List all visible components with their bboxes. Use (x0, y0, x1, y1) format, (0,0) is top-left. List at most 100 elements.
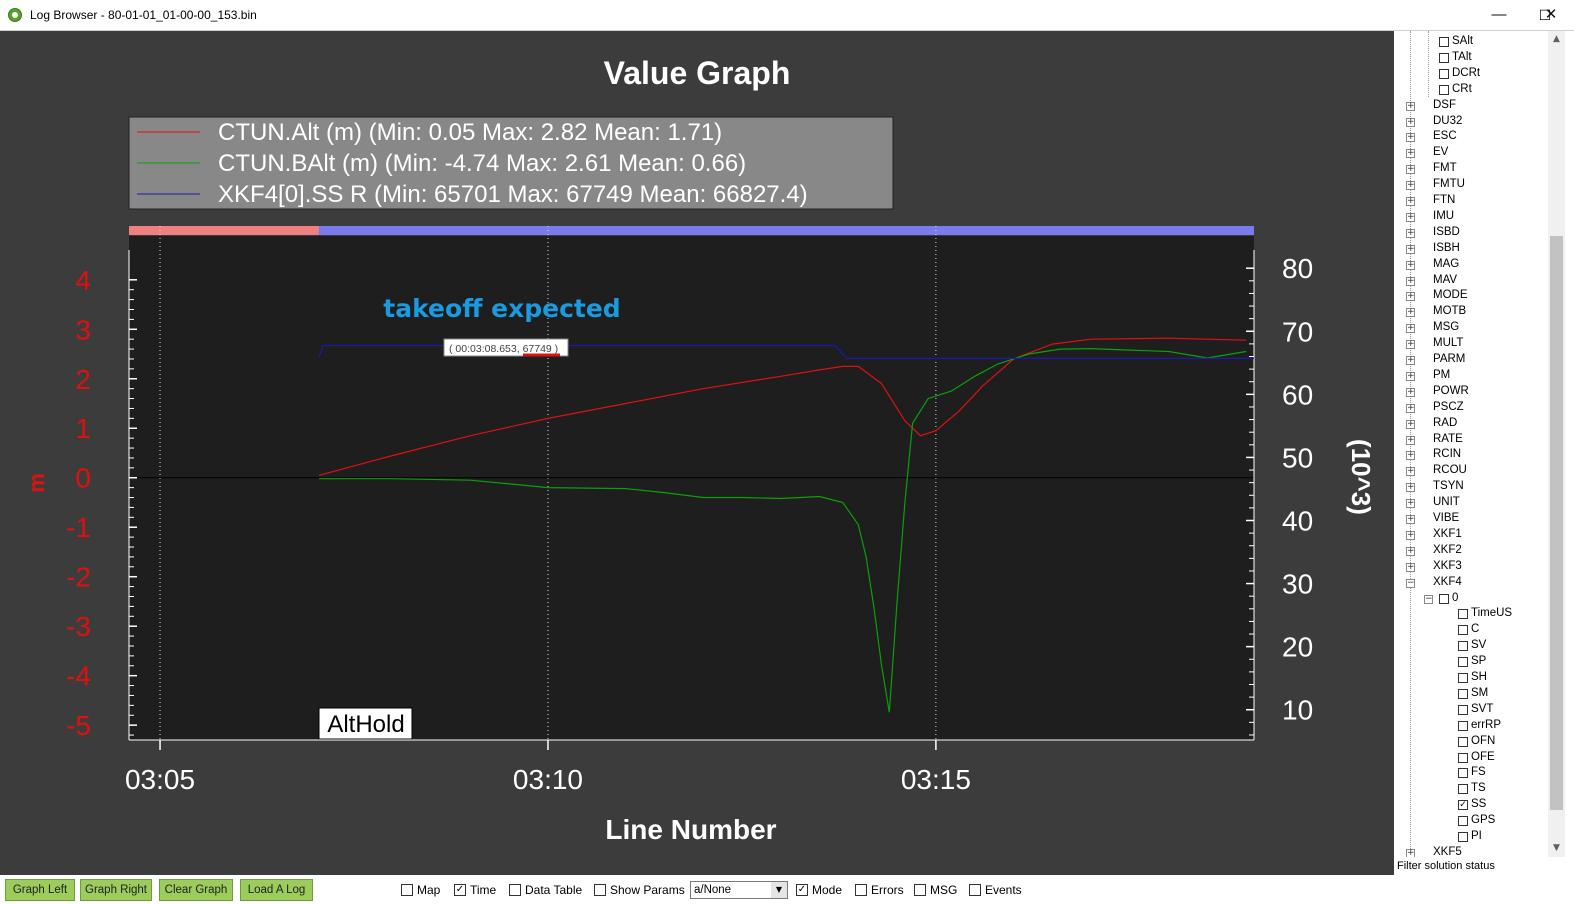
expand-icon[interactable]: + (1406, 450, 1415, 461)
tree-item-checkbox[interactable] (1458, 625, 1468, 636)
expand-icon[interactable]: + (1406, 498, 1415, 509)
map-checkbox[interactable] (401, 884, 413, 896)
tree-item[interactable]: TS (1396, 781, 1548, 797)
tree-item[interactable]: − XKF4 (1396, 575, 1548, 591)
tree-item-checkbox[interactable] (1458, 657, 1468, 668)
tree-item[interactable]: + MODE (1396, 288, 1548, 304)
show-params-checkbox[interactable] (594, 884, 606, 896)
expand-icon[interactable]: + (1406, 275, 1415, 286)
tree-item-checkbox[interactable] (1458, 688, 1468, 699)
graph-panel[interactable]: Value Graph CTUN.Alt (m) (Min: 0.05 Max:… (0, 31, 1394, 875)
tree-item-checkbox[interactable] (1439, 68, 1449, 79)
tree-item[interactable]: + MSG (1396, 320, 1548, 336)
tree-item[interactable]: GPS (1396, 813, 1548, 829)
tree-item-checkbox[interactable] (1458, 736, 1468, 747)
tree-item-checkbox[interactable]: ✓ (1458, 800, 1468, 811)
minimize-button[interactable]: — (1491, 6, 1507, 23)
tree-item[interactable]: + MAG (1396, 257, 1548, 273)
expand-icon[interactable]: + (1406, 418, 1415, 429)
expand-icon[interactable]: + (1406, 847, 1415, 857)
expand-icon[interactable]: + (1406, 164, 1415, 175)
tree-item[interactable]: + MOTB (1396, 304, 1548, 320)
tree-item[interactable]: + RCOU (1396, 463, 1548, 479)
scroll-up-icon[interactable]: ▲ (1553, 34, 1560, 44)
tree-item-checkbox[interactable] (1458, 816, 1468, 827)
tree-item[interactable]: + XKF1 (1396, 527, 1548, 543)
tree-item[interactable]: ✓ SS (1396, 797, 1548, 813)
graph-right-button[interactable]: Graph Right (80, 879, 152, 901)
tree-item[interactable]: + DSF (1396, 98, 1548, 114)
tree-item-checkbox[interactable] (1439, 593, 1449, 604)
tree-item[interactable]: + ISBD (1396, 225, 1548, 241)
expand-icon[interactable]: + (1406, 211, 1415, 222)
expand-icon[interactable]: + (1406, 243, 1415, 254)
expand-icon[interactable]: + (1406, 370, 1415, 381)
tree-item[interactable]: + RCIN (1396, 447, 1548, 463)
expand-icon[interactable]: + (1406, 434, 1415, 445)
events-checkbox[interactable] (969, 884, 981, 896)
tree-item-checkbox[interactable] (1439, 37, 1449, 47)
tree-item[interactable]: + FMT (1396, 161, 1548, 177)
tree-item-checkbox[interactable] (1458, 784, 1468, 795)
expand-icon[interactable]: + (1406, 514, 1415, 524)
expand-icon[interactable]: + (1406, 529, 1415, 540)
tree-item[interactable]: SAlt (1396, 34, 1548, 50)
maximize-button[interactable]: ☐ (1538, 7, 1552, 23)
collapse-icon[interactable]: − (1406, 577, 1415, 588)
tree-item-checkbox[interactable] (1458, 768, 1468, 779)
tree-item[interactable]: + PSCZ (1396, 400, 1548, 416)
tree-item[interactable]: + VIBE (1396, 511, 1548, 527)
tree-item-checkbox[interactable] (1458, 752, 1468, 763)
expand-icon[interactable]: + (1406, 180, 1415, 191)
tree-item[interactable]: + MAV (1396, 273, 1548, 289)
tree-item-checkbox[interactable] (1458, 720, 1468, 731)
tree-item[interactable]: SV (1396, 638, 1548, 654)
expand-icon[interactable]: + (1406, 100, 1415, 111)
tree-item[interactable]: C (1396, 622, 1548, 638)
expand-icon[interactable]: + (1406, 466, 1415, 477)
errors-checkbox[interactable] (855, 884, 867, 896)
tree-item[interactable]: + XKF2 (1396, 543, 1548, 559)
data-table-checkbox[interactable] (509, 884, 521, 896)
log-message-tree[interactable]: SAlt TAlt DCRt CRt + DSF + DU32 + ESC + EV + FMT + FMTU… (1396, 31, 1548, 857)
tree-item-checkbox[interactable] (1458, 673, 1468, 683)
expand-icon[interactable]: + (1406, 545, 1415, 556)
tree-item[interactable]: + XKF5 (1396, 845, 1548, 857)
tree-item[interactable]: + RAD (1396, 416, 1548, 432)
tree-item[interactable]: FS (1396, 765, 1548, 781)
tree-item[interactable]: + UNIT (1396, 495, 1548, 511)
tree-item[interactable]: SVT (1396, 702, 1548, 718)
tree-item-checkbox[interactable] (1458, 641, 1468, 652)
expand-icon[interactable]: + (1406, 307, 1415, 318)
clear-graph-button[interactable]: Clear Graph (159, 879, 233, 901)
tree-item[interactable]: PI (1396, 829, 1548, 845)
mode-checkbox[interactable]: ✓ (796, 884, 808, 896)
tree-item[interactable]: + TSYN (1396, 479, 1548, 495)
graph-left-button[interactable]: Graph Left (5, 879, 75, 901)
msg-checkbox[interactable] (914, 884, 926, 896)
tree-item[interactable]: + POWR (1396, 384, 1548, 400)
scroll-down-icon[interactable]: ▼ (1553, 843, 1560, 853)
expand-icon[interactable]: + (1406, 339, 1415, 350)
tree-item[interactable]: SP (1396, 654, 1548, 670)
tree-item[interactable]: −0 (1396, 591, 1548, 607)
tree-item[interactable]: OFE (1396, 750, 1548, 766)
tree-item[interactable]: SH (1396, 670, 1548, 686)
mode-source-select[interactable]: a/None ▼ (690, 881, 788, 899)
tree-item[interactable]: DCRt (1396, 66, 1548, 82)
tree-item[interactable]: + FMTU (1396, 177, 1548, 193)
tree-item-checkbox[interactable] (1458, 609, 1468, 620)
tree-item[interactable]: + ISBH (1396, 241, 1548, 257)
expand-icon[interactable]: + (1406, 227, 1415, 238)
expand-icon[interactable]: + (1406, 323, 1415, 334)
expand-icon[interactable]: + (1406, 132, 1415, 143)
tree-item[interactable]: + EV (1396, 145, 1548, 161)
tree-item[interactable]: + PARM (1396, 352, 1548, 368)
tree-item[interactable]: + ESC (1396, 129, 1548, 145)
chevron-down-icon[interactable]: ▼ (771, 882, 787, 898)
expand-icon[interactable]: + (1406, 291, 1415, 302)
expand-icon[interactable]: + (1406, 402, 1415, 413)
tree-item-checkbox[interactable] (1439, 84, 1449, 95)
plot-area[interactable] (129, 236, 1254, 740)
tree-item[interactable]: + RATE (1396, 432, 1548, 448)
